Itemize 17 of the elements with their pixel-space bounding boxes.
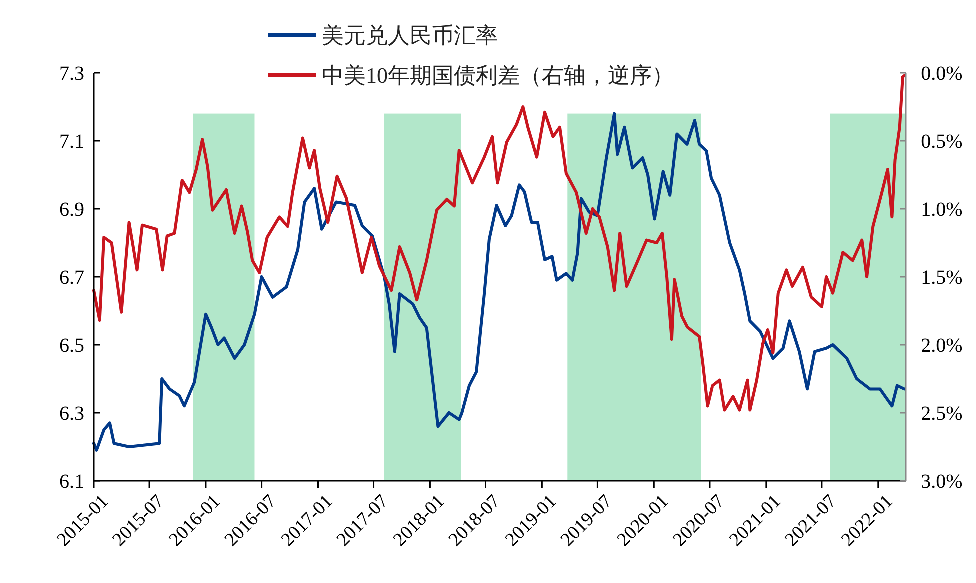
y2-tick-label: 0.0% xyxy=(921,63,963,85)
y2-tick-label: 2.5% xyxy=(921,403,963,425)
line-series xyxy=(92,112,906,452)
y-tick-label: 6.5 xyxy=(60,335,84,357)
y-tick-label: 7.3 xyxy=(60,63,84,85)
y-tick-label: 6.3 xyxy=(60,403,84,425)
y-tick-label: 6.9 xyxy=(60,199,84,221)
y2-tick-label: 1.0% xyxy=(921,199,963,221)
legend-label: 美元兑人民币汇率 xyxy=(322,23,498,48)
y-tick-label: 6.7 xyxy=(60,267,84,289)
y2-tick-label: 1.5% xyxy=(921,267,963,289)
legend-label: 中美10年期国债利差（右轴，逆序） xyxy=(322,63,674,88)
y-tick-label: 7.1 xyxy=(60,131,84,153)
y2-tick-label: 0.5% xyxy=(921,131,963,153)
y2-tick-label: 3.0% xyxy=(921,471,963,493)
y2-tick-label: 2.0% xyxy=(921,335,963,357)
y-tick-label: 6.1 xyxy=(60,471,84,493)
